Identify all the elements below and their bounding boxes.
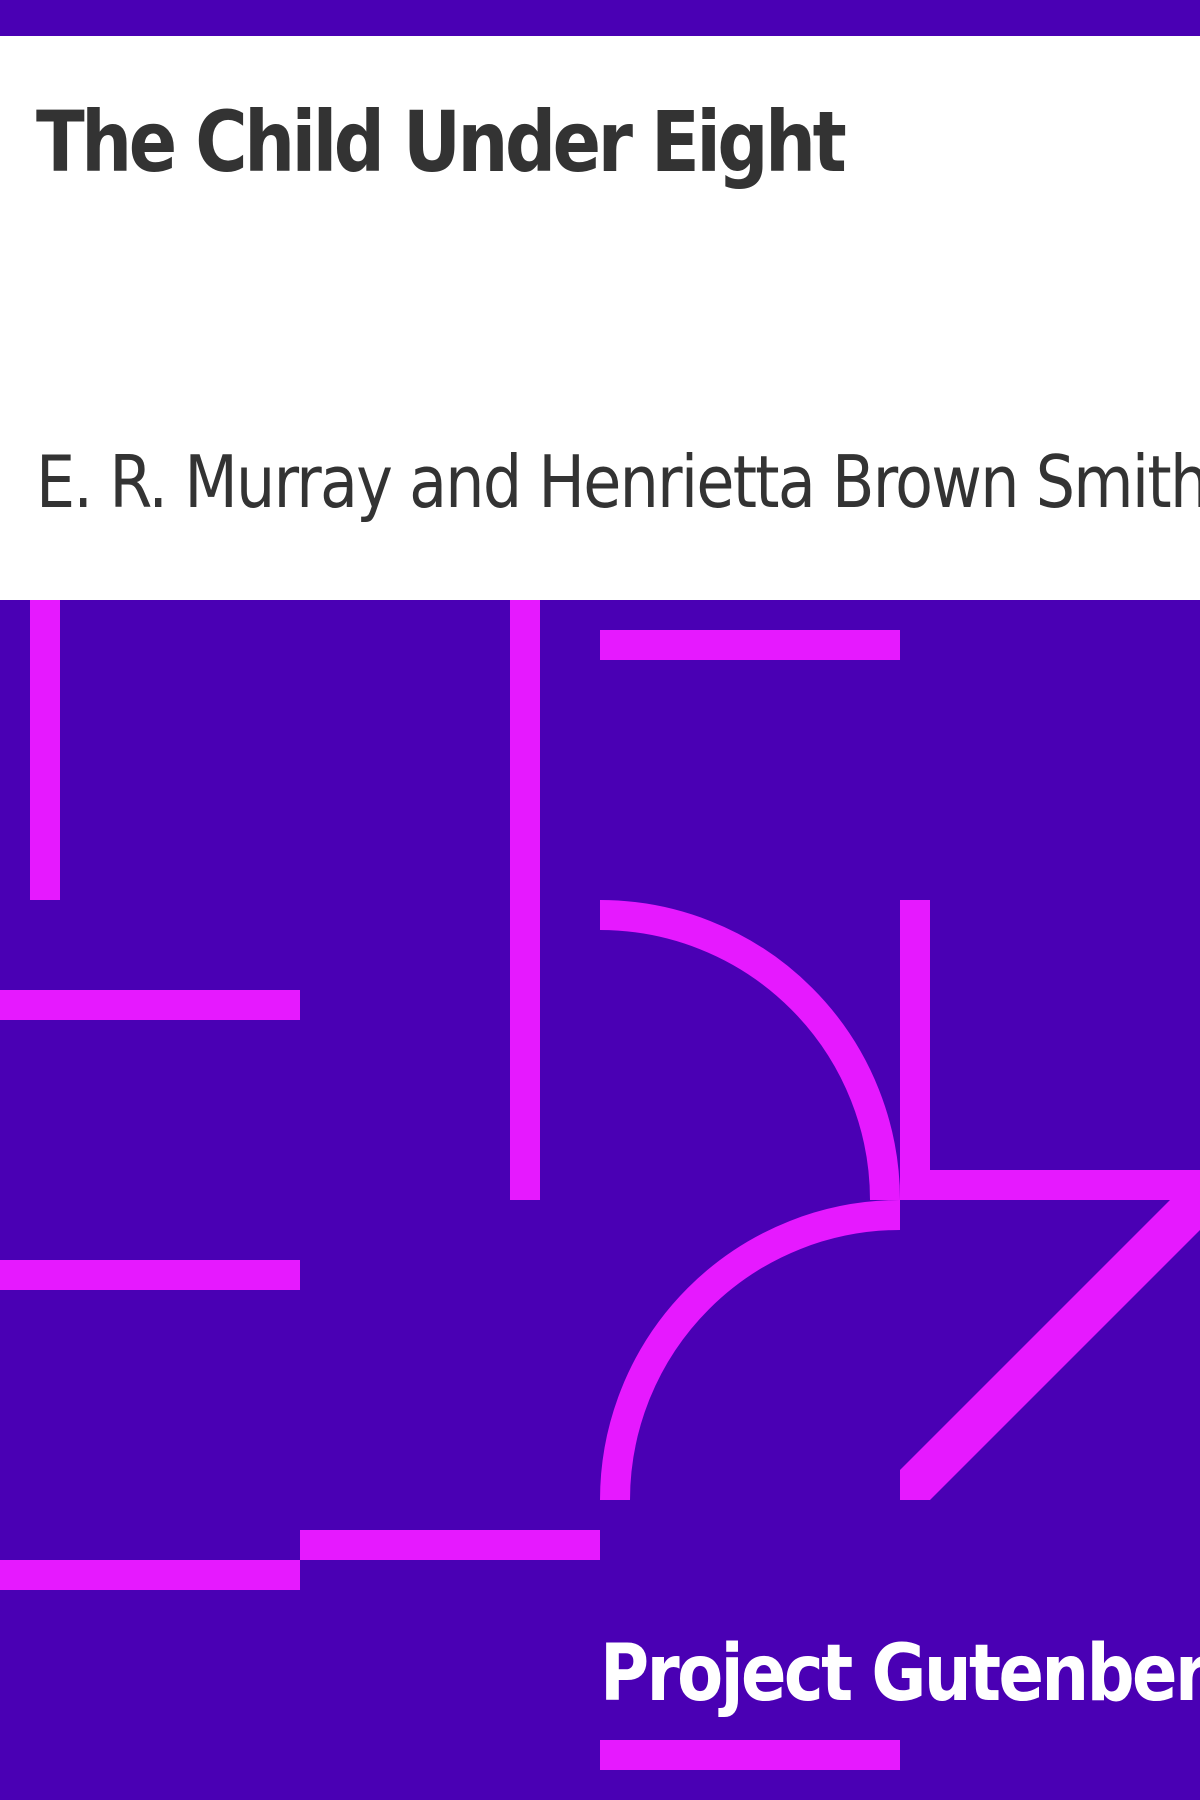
book-author: E. R. Murray and Henrietta Brown Smith — [36, 440, 1200, 524]
book-title: The Child Under Eight — [36, 93, 847, 191]
publisher-name: Project Gutenberg — [600, 1629, 1200, 1719]
pattern-bar-bottom-step-upper — [300, 1530, 600, 1560]
pattern-bar-center-vertical — [510, 600, 540, 1200]
pattern-bar-right-horizontal — [900, 1170, 1200, 1200]
pattern-bar-left-vertical — [30, 600, 60, 900]
pattern-bar-bottom-step-lower — [0, 1560, 300, 1590]
title-panel: The Child Under Eight E. R. Murray and H… — [0, 36, 1200, 600]
pattern-bar-publisher-underline — [600, 1740, 900, 1770]
pattern-bar-left-upper-horizontal — [0, 990, 300, 1020]
pattern-arc-lower — [600, 1200, 901, 1501]
top-strip — [0, 0, 1200, 36]
pattern-bar-top-horizontal — [600, 630, 900, 660]
pattern-bar-right-vertical — [900, 900, 930, 1200]
pattern-bar-left-lower-horizontal — [0, 1260, 300, 1290]
pattern-diagonal-band — [900, 1200, 1200, 1500]
pattern-arc-upper — [599, 900, 900, 1201]
